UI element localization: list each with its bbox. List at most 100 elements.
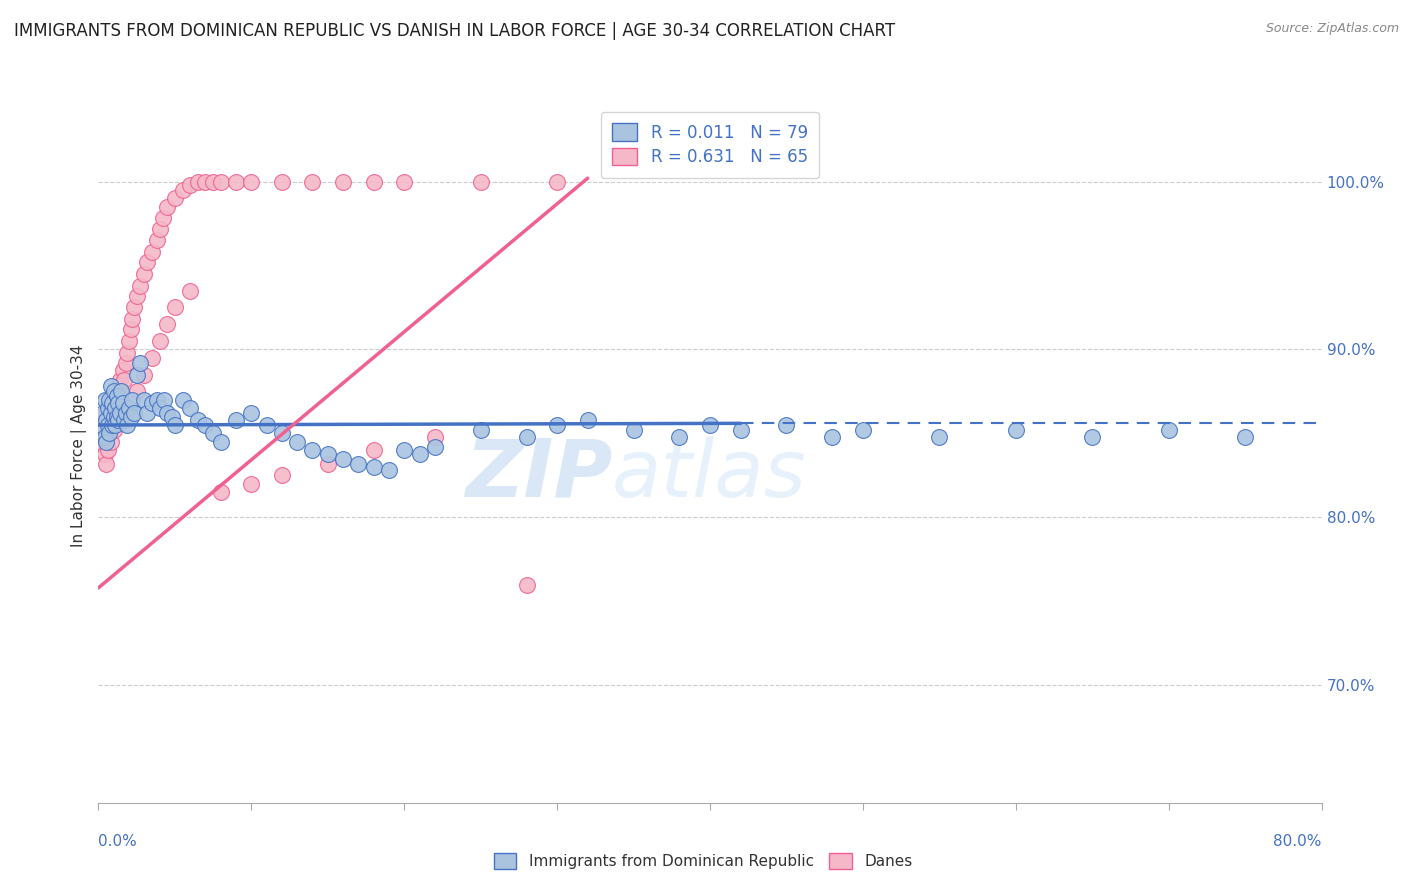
Point xyxy=(172,183,194,197)
Point xyxy=(160,409,183,424)
Point xyxy=(546,417,568,432)
Point xyxy=(392,175,416,189)
Point xyxy=(668,430,690,444)
Point xyxy=(105,409,128,424)
Point xyxy=(115,356,138,370)
Point xyxy=(98,392,121,407)
Point xyxy=(623,423,645,437)
Point xyxy=(134,368,156,382)
Point xyxy=(332,451,354,466)
Point xyxy=(256,417,278,432)
Point xyxy=(163,191,186,205)
Point xyxy=(194,175,217,189)
Point xyxy=(107,396,129,410)
Point xyxy=(225,413,247,427)
Point xyxy=(91,406,114,420)
Point xyxy=(141,351,163,365)
Point xyxy=(149,401,172,416)
Point xyxy=(270,468,292,483)
Point xyxy=(107,396,129,410)
Point xyxy=(90,434,112,449)
Legend: Immigrants from Dominican Republic, Danes: Immigrants from Dominican Republic, Dane… xyxy=(488,847,918,875)
Point xyxy=(209,434,232,449)
Point xyxy=(1157,423,1180,437)
Point xyxy=(108,406,131,420)
Point xyxy=(115,406,138,420)
Point xyxy=(141,245,163,260)
Point xyxy=(775,417,797,432)
Point xyxy=(101,417,124,432)
Point xyxy=(240,175,263,189)
Point xyxy=(347,457,370,471)
Point xyxy=(103,384,125,399)
Point xyxy=(117,346,139,360)
Point xyxy=(117,417,139,432)
Point xyxy=(730,423,752,437)
Text: Source: ZipAtlas.com: Source: ZipAtlas.com xyxy=(1265,22,1399,36)
Point xyxy=(316,457,339,471)
Point xyxy=(101,406,124,420)
Point xyxy=(134,267,156,281)
Point xyxy=(202,175,225,189)
Point xyxy=(97,401,120,416)
Point xyxy=(118,334,141,348)
Point xyxy=(1081,430,1104,444)
Y-axis label: In Labor Force | Age 30-34: In Labor Force | Age 30-34 xyxy=(72,344,87,548)
Point xyxy=(98,417,121,432)
Point xyxy=(122,406,145,420)
Text: atlas: atlas xyxy=(612,435,807,514)
Point xyxy=(576,413,599,427)
Point xyxy=(316,446,339,460)
Point xyxy=(470,175,492,189)
Text: 0.0%: 0.0% xyxy=(98,834,138,849)
Point xyxy=(202,426,225,441)
Point xyxy=(104,413,127,427)
Text: ZIP: ZIP xyxy=(465,435,612,514)
Point xyxy=(153,392,176,407)
Point xyxy=(163,417,186,432)
Point xyxy=(301,443,323,458)
Point xyxy=(134,392,156,407)
Point xyxy=(163,301,186,315)
Point xyxy=(118,401,141,416)
Point xyxy=(111,362,134,376)
Point xyxy=(104,417,127,432)
Point xyxy=(94,457,117,471)
Point xyxy=(112,413,135,427)
Point xyxy=(156,200,179,214)
Point xyxy=(103,409,125,424)
Point xyxy=(1004,423,1026,437)
Point xyxy=(209,175,232,189)
Point xyxy=(172,392,194,407)
Point xyxy=(187,413,209,427)
Point xyxy=(240,476,263,491)
Point xyxy=(94,430,117,444)
Point xyxy=(112,373,135,387)
Point xyxy=(149,221,172,235)
Point xyxy=(98,426,121,441)
Point xyxy=(240,406,263,420)
Point xyxy=(91,423,114,437)
Point xyxy=(120,322,142,336)
Point xyxy=(105,384,128,399)
Point xyxy=(179,178,201,192)
Point xyxy=(94,434,117,449)
Point xyxy=(136,255,159,269)
Point xyxy=(363,175,385,189)
Point xyxy=(1234,430,1257,444)
Point xyxy=(301,175,323,189)
Point xyxy=(270,175,292,189)
Point xyxy=(285,434,308,449)
Point xyxy=(470,423,492,437)
Point xyxy=(93,446,115,460)
Point xyxy=(93,392,115,407)
Point xyxy=(378,463,401,477)
Point xyxy=(121,392,143,407)
Point xyxy=(194,417,217,432)
Point xyxy=(101,396,124,410)
Point xyxy=(103,396,125,410)
Point xyxy=(392,443,416,458)
Point xyxy=(111,396,134,410)
Point xyxy=(90,417,112,432)
Point xyxy=(125,384,148,399)
